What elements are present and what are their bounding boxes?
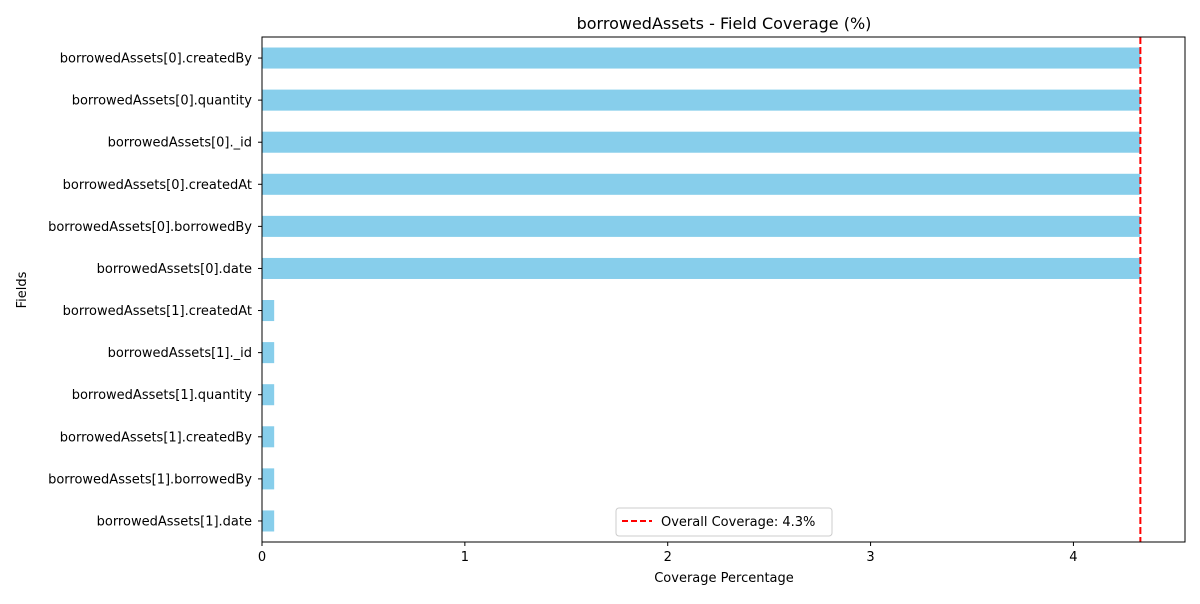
y-tick-labels: borrowedAssets[0].createdBy borrowedAsset… [48, 52, 262, 529]
y-tick-label: borrowedAssets[0].createdBy [60, 52, 253, 67]
legend-label: Overall Coverage: 4.3% [661, 515, 815, 530]
bar-11 [262, 510, 275, 532]
legend: Overall Coverage: 4.3% [615, 507, 833, 537]
bar-3 [262, 173, 1141, 195]
y-tick-label: borrowedAssets[1].quantity [72, 388, 253, 403]
legend-box [615, 507, 833, 537]
x-axis-label: Coverage Percentage [654, 571, 794, 586]
chart-title: borrowedAssets - Field Coverage (%) [577, 14, 872, 33]
bar-10 [262, 468, 275, 490]
x-tick-label: 3 [866, 550, 874, 565]
y-tick-label: borrowedAssets[1].borrowedBy [48, 472, 252, 487]
y-tick-label: borrowedAssets[1].createdAt [63, 304, 252, 319]
y-tick-label: borrowedAssets[0].quantity [72, 94, 253, 109]
x-tick-labels: 0 1 2 3 4 [258, 542, 1078, 565]
x-tick-label: 2 [664, 550, 672, 565]
bar-2 [262, 131, 1141, 153]
bar-4 [262, 215, 1141, 237]
y-tick-label: borrowedAssets[1].createdBy [60, 430, 253, 445]
y-tick-label: borrowedAssets[0].borrowedBy [48, 220, 252, 235]
bar-5 [262, 257, 1141, 279]
bar-6 [262, 300, 275, 322]
y-tick-label: borrowedAssets[0].createdAt [63, 178, 252, 193]
bar-8 [262, 384, 275, 406]
y-axis-label: Fields [15, 271, 30, 308]
bars-layer [262, 47, 1141, 532]
bar-7 [262, 342, 275, 364]
bar-9 [262, 426, 275, 448]
bar-1 [262, 89, 1141, 111]
x-tick-label: 1 [461, 550, 469, 565]
y-tick-label: borrowedAssets[1].date [97, 514, 252, 529]
plot-area-frame [261, 36, 1186, 543]
x-tick-label: 4 [1069, 550, 1077, 565]
bar-0 [262, 47, 1141, 69]
y-tick-label: borrowedAssets[0]._id [108, 136, 252, 151]
y-tick-label: borrowedAssets[0].date [97, 262, 252, 277]
y-tick-label: borrowedAssets[1]._id [108, 346, 252, 361]
x-tick-label: 0 [258, 550, 266, 565]
